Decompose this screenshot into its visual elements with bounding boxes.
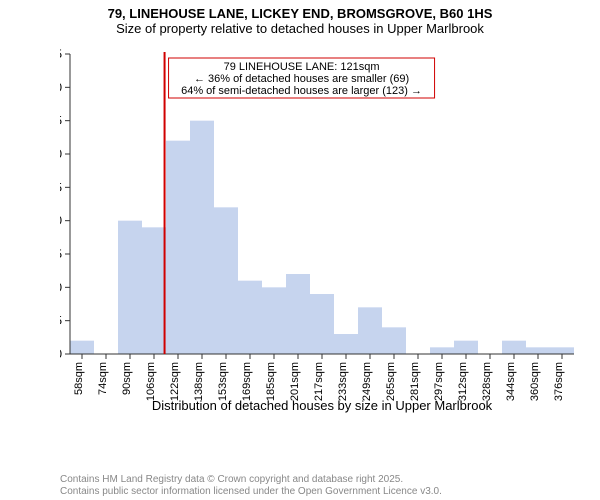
svg-text:153sqm: 153sqm xyxy=(217,362,229,401)
svg-text:281sqm: 281sqm xyxy=(409,362,421,401)
svg-text:201sqm: 201sqm xyxy=(289,362,301,401)
svg-text:185sqm: 185sqm xyxy=(265,362,277,401)
annotation-box: 79 LINEHOUSE LANE: 121sqm ← 36% of detac… xyxy=(169,58,435,98)
svg-text:360sqm: 360sqm xyxy=(529,362,541,401)
svg-text:58sqm: 58sqm xyxy=(73,362,85,395)
bar xyxy=(430,347,454,354)
svg-text:40: 40 xyxy=(60,80,62,94)
bar xyxy=(382,327,406,354)
credits-line2: Contains public sector information licen… xyxy=(60,486,442,498)
plot-svg: 0 5 10 15 20 25 30 35 40 45 58sqm 74sqm 90sqm 106sqm… xyxy=(60,48,580,424)
bar xyxy=(454,341,478,354)
bar xyxy=(118,221,142,354)
bar xyxy=(142,227,166,354)
svg-text:10: 10 xyxy=(60,280,62,294)
svg-text:79 LINEHOUSE LANE: 121sqm: 79 LINEHOUSE LANE: 121sqm xyxy=(224,61,380,73)
svg-text:328sqm: 328sqm xyxy=(481,362,493,401)
svg-text:249sqm: 249sqm xyxy=(361,362,373,401)
chart-title: 79, LINEHOUSE LANE, LICKEY END, BROMSGRO… xyxy=(0,0,600,21)
svg-text:0: 0 xyxy=(60,347,62,361)
svg-text:30: 30 xyxy=(60,147,62,161)
svg-text:106sqm: 106sqm xyxy=(145,362,157,401)
svg-text:74sqm: 74sqm xyxy=(97,362,109,395)
svg-text:← 36% of detached houses are s: ← 36% of detached houses are smaller (69… xyxy=(194,73,409,85)
bar xyxy=(190,121,214,354)
bar xyxy=(550,347,574,354)
chart-container: 79, LINEHOUSE LANE, LICKEY END, BROMSGRO… xyxy=(0,0,600,500)
bar xyxy=(262,287,286,354)
svg-text:5: 5 xyxy=(60,314,62,328)
y-axis: 0 5 10 15 20 25 30 35 40 45 xyxy=(60,48,70,361)
svg-text:233sqm: 233sqm xyxy=(337,362,349,401)
credits-line1: Contains HM Land Registry data © Crown c… xyxy=(60,474,442,486)
credits: Contains HM Land Registry data © Crown c… xyxy=(60,474,442,498)
bar xyxy=(502,341,526,354)
bar xyxy=(358,307,382,354)
svg-text:64% of semi-detached houses ar: 64% of semi-detached houses are larger (… xyxy=(181,85,422,97)
svg-text:138sqm: 138sqm xyxy=(193,362,205,401)
svg-text:20: 20 xyxy=(60,214,62,228)
bar xyxy=(334,334,358,354)
bar xyxy=(286,274,310,354)
bars-group xyxy=(70,121,574,354)
bar xyxy=(166,141,190,354)
svg-text:35: 35 xyxy=(60,114,62,128)
svg-text:90sqm: 90sqm xyxy=(121,362,133,395)
bar xyxy=(214,207,238,354)
bar xyxy=(310,294,334,354)
svg-text:122sqm: 122sqm xyxy=(169,362,181,401)
svg-text:15: 15 xyxy=(60,247,62,261)
chart-subtitle: Size of property relative to detached ho… xyxy=(0,21,600,36)
bar xyxy=(526,347,550,354)
bar xyxy=(70,341,94,354)
svg-text:297sqm: 297sqm xyxy=(433,362,445,401)
svg-text:45: 45 xyxy=(60,48,62,61)
x-axis-label: Distribution of detached houses by size … xyxy=(152,398,493,413)
svg-text:376sqm: 376sqm xyxy=(553,362,565,401)
x-axis: 58sqm 74sqm 90sqm 106sqm 122sqm 138sqm 153sqm 1… xyxy=(70,354,574,401)
svg-text:265sqm: 265sqm xyxy=(385,362,397,401)
svg-text:312sqm: 312sqm xyxy=(457,362,469,401)
svg-text:169sqm: 169sqm xyxy=(241,362,253,401)
svg-text:344sqm: 344sqm xyxy=(505,362,517,401)
bar xyxy=(238,281,262,354)
svg-text:25: 25 xyxy=(60,180,62,194)
svg-text:217sqm: 217sqm xyxy=(313,362,325,401)
